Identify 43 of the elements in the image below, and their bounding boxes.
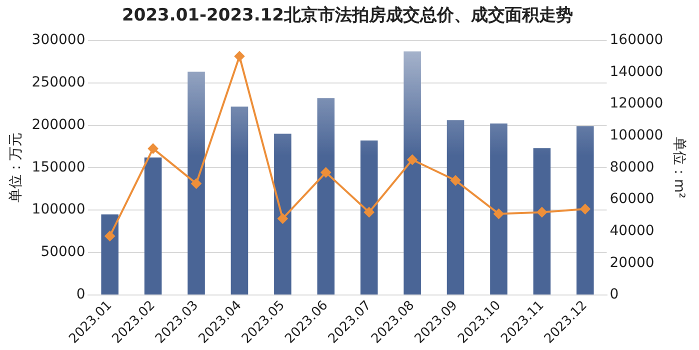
- y-tick-label: 100000: [32, 202, 86, 218]
- point: [148, 144, 158, 154]
- y2-tick-label: 120000: [610, 96, 664, 112]
- bar: [533, 148, 551, 294]
- point: [104, 231, 115, 242]
- point: [450, 175, 461, 186]
- y2-tick-label: 20000: [610, 254, 654, 271]
- point: [191, 178, 202, 189]
- y-axis-title: 单位：万元: [8, 132, 24, 203]
- y2-tick-label: 160000: [610, 32, 664, 48]
- point: [580, 204, 590, 214]
- point: [320, 167, 331, 178]
- bar: [576, 126, 594, 294]
- bar: [404, 51, 421, 294]
- bar: [144, 157, 162, 294]
- y2-tick-label: 140000: [610, 64, 664, 80]
- point: [278, 214, 288, 224]
- bar: [230, 106, 248, 294]
- y-tick-label: 50000: [40, 244, 86, 260]
- bar: [317, 98, 335, 294]
- bar: [101, 214, 118, 294]
- y-tick-label: 150000: [32, 159, 86, 176]
- point: [234, 51, 244, 62]
- y2-tick-label: 80000: [610, 159, 654, 176]
- y-tick-label: 200000: [32, 116, 86, 133]
- bar: [188, 72, 205, 294]
- y-tick-label: 300000: [32, 32, 86, 48]
- y-tick-label: 0: [76, 286, 86, 303]
- chart-title: 2023.01-2023.12北京市法拍房成交总价、成交面积走势: [122, 6, 573, 26]
- point: [407, 154, 418, 165]
- y2-tick-label: 60000: [610, 191, 654, 208]
- y2-tick-label: 100000: [610, 128, 664, 144]
- bar: [360, 140, 378, 294]
- y-tick-label: 250000: [32, 74, 86, 90]
- point: [364, 207, 374, 218]
- y2-tick-label: 40000: [610, 222, 654, 239]
- bar: [274, 134, 292, 294]
- y2-axis-title: 单位：m²: [670, 137, 687, 198]
- y2-tick-label: 0: [610, 286, 619, 303]
- point: [494, 208, 504, 219]
- point: [536, 207, 547, 218]
- bar: [490, 124, 508, 294]
- bar: [446, 120, 464, 294]
